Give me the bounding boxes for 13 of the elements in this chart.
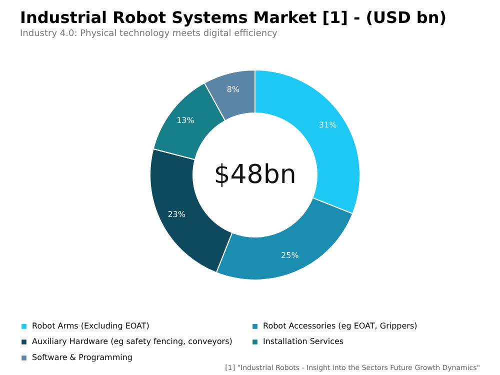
chart-title: Industrial Robot Systems Market [1] - (USD bn) [20,8,447,27]
legend-label: Robot Accessories (eg EOAT, Grippers) [263,321,418,330]
legend-label: Robot Arms (Excluding EOAT) [32,321,150,330]
data-label: 31% [318,120,338,130]
legend-label: Software & Programming [32,353,133,362]
data-label: 13% [176,116,195,126]
legend-label: Auxiliary Hardware (eg safety fencing, conveyors) [32,337,232,346]
data-label: 8% [226,84,240,94]
data-label: 25% [281,250,300,260]
text: $48bn [214,160,296,190]
chart-subtitle: Industry 4.0: Physical technology meets digital efficiency [20,29,278,39]
legend-label: Installation Services [263,337,344,346]
data-label: 23% [168,210,186,219]
